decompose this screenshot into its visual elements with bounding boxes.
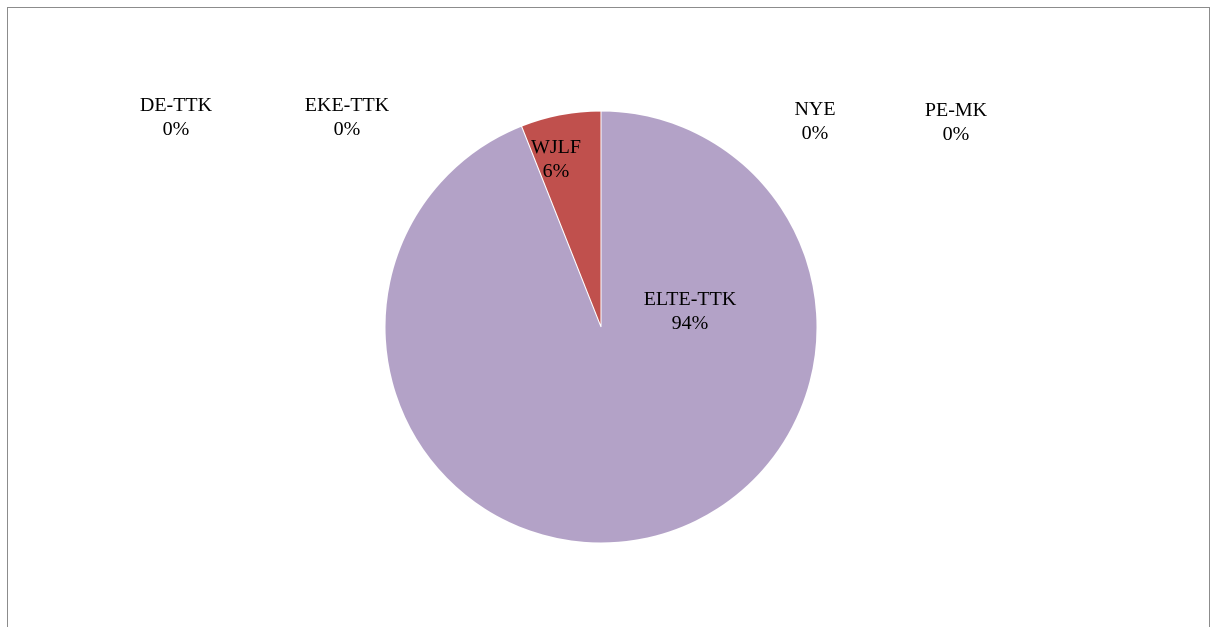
slice-label-elte-ttk: ELTE-TTK 94% [644,288,737,334]
slice-label-name: WJLF [531,136,581,158]
slice-label-percent: 0% [334,118,361,140]
slice-label-percent: 0% [943,123,970,145]
slice-label-name: PE-MK [925,99,988,121]
slice-label-percent: 94% [672,312,709,334]
slice-label-pe-mk: PE-MK 0% [925,99,988,145]
slice-label-name: EKE-TTK [305,94,390,116]
slice-label-nye: NYE 0% [794,98,835,144]
slice-label-name: DE-TTK [140,94,213,116]
slice-label-name: NYE [794,98,835,120]
pie-labels: DE-TTK 0%EKE-TTK 0%WJLF 6%ELTE-TTK 94%NYE 0%P… [140,94,988,334]
slice-label-percent: 0% [163,118,190,140]
pie-slice-elte-ttk [384,110,818,544]
slice-label-name: ELTE-TTK [644,288,737,310]
slice-label-percent: 0% [802,122,829,144]
slice-label-de-ttk: DE-TTK 0% [140,94,213,140]
slice-label-eke-ttk: EKE-TTK 0% [305,94,390,140]
slice-label-wjlf: WJLF 6% [531,136,581,182]
slice-label-percent: 6% [543,160,570,182]
pie-slices [384,110,818,544]
